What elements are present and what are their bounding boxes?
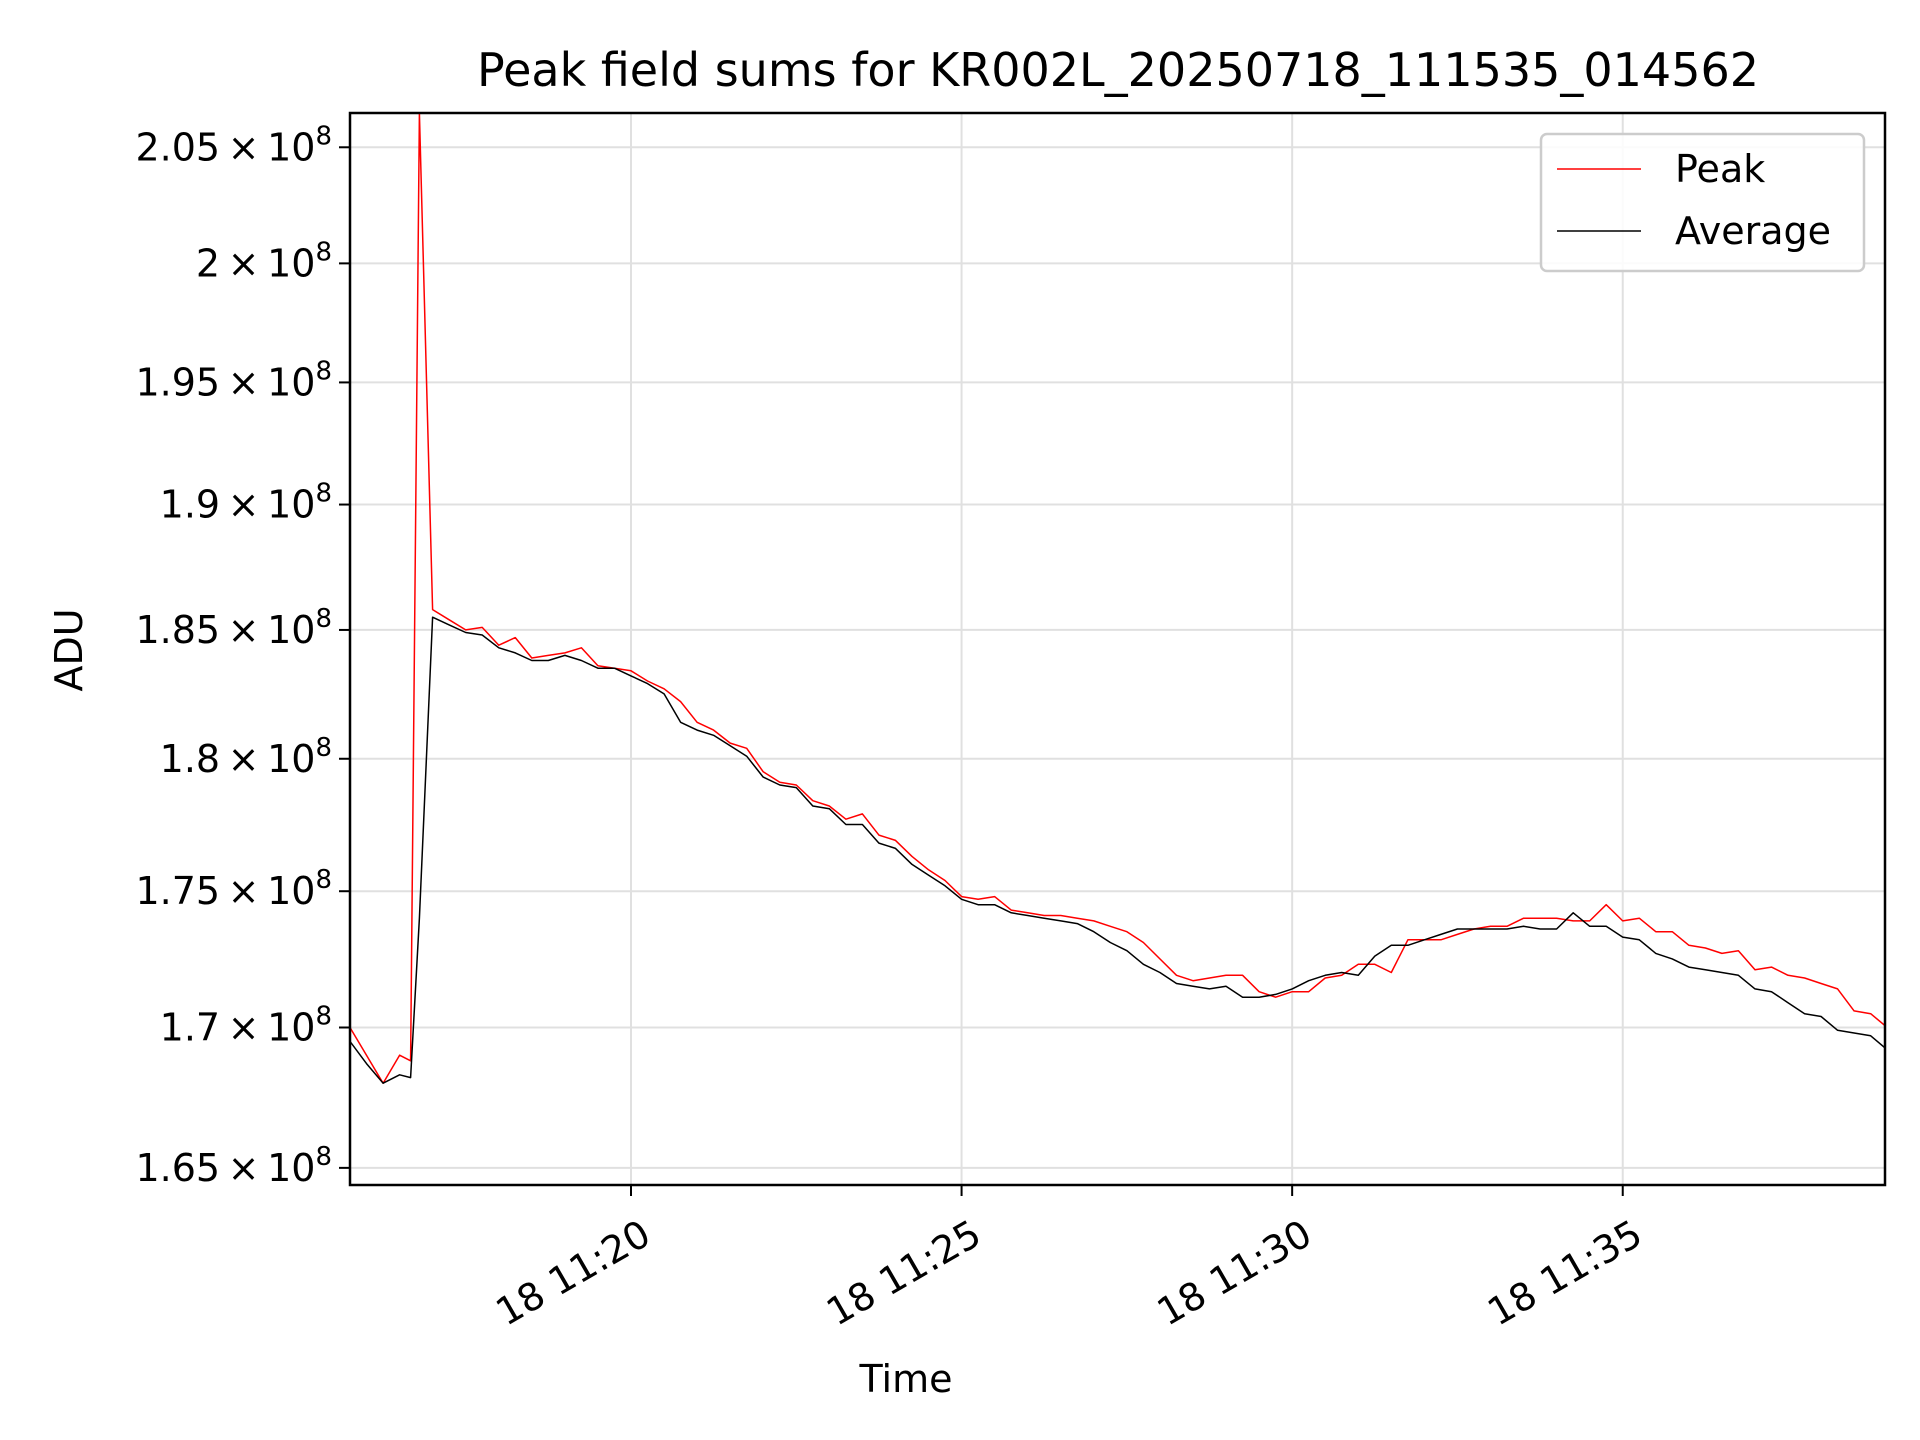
plot-background [350,113,1885,1185]
y-tick-exponent: 8 [315,1142,332,1172]
y-tick-exponent: 8 [315,237,332,267]
grid [350,113,1885,1185]
y-tick-exponent: 8 [315,1002,332,1032]
y-tick-label: 1.65 × 108 [135,1142,332,1190]
y-tick-label: 2.05 × 108 [135,121,332,169]
legend: Peak Average [1539,132,1866,273]
y-tick-mantissa: 1.85 × 10 [135,608,315,652]
series-line-peak [350,113,1885,1084]
legend-label-average: Average [1675,209,1831,253]
y-tick-mantissa: 1.95 × 10 [135,360,315,404]
y-tick-label: 1.75 × 108 [135,865,332,913]
y-tick-label: 2 × 108 [196,237,332,285]
y-axis-label: ADU [47,608,91,691]
y-tick-label: 1.8 × 108 [160,733,332,781]
chart-title: Peak field sums for KR002L_20250718_1115… [477,43,1759,97]
x-axis-label: Time [859,1357,953,1401]
y-tick-mantissa: 1.7 × 10 [160,1006,316,1050]
y-tick-label: 1.9 × 108 [160,479,332,527]
y-tick-mantissa: 1.8 × 10 [160,737,316,781]
y-tick-label: 1.7 × 108 [160,1002,332,1050]
y-tick-mantissa: 1.65 × 10 [135,1146,315,1190]
y-tick-exponent: 8 [315,356,332,386]
y-tick-exponent: 8 [315,604,332,634]
series-lines [350,113,1885,1084]
y-tick-mantissa: 1.9 × 10 [160,483,316,527]
y-tick-mantissa: 2.05 × 10 [135,125,315,169]
plot-frame [348,111,1887,1187]
y-tick-mantissa: 2 × 10 [196,241,316,285]
y-tick-mantissa: 1.75 × 10 [135,869,315,913]
y-tick-exponent: 8 [315,479,332,509]
y-tick-label: 1.85 × 108 [135,604,332,652]
y-tick-exponent: 8 [315,865,332,895]
y-tick-exponent: 8 [315,733,332,763]
legend-label-peak: Peak [1675,147,1765,191]
plot-area [348,111,1887,1187]
series-line-average [350,616,1885,1084]
y-tick-label: 1.95 × 108 [135,356,332,404]
y-tick-exponent: 8 [315,121,332,151]
